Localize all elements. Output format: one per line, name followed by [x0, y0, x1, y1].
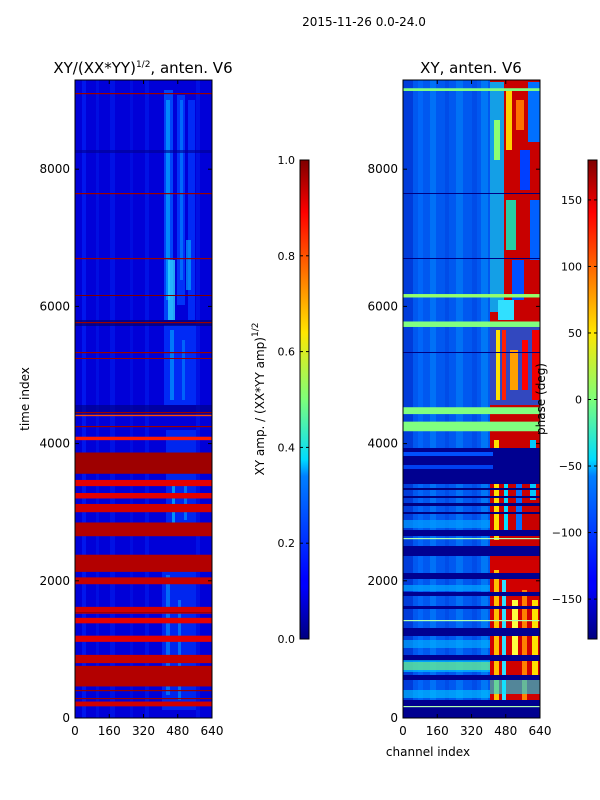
- amplitude-thin-lines: [75, 93, 212, 700]
- amplitude-band: [75, 492, 212, 499]
- amplitude-bands: [75, 414, 212, 707]
- amplitude-x-tick-label: 480: [166, 724, 189, 738]
- amplitude-y-tick-label: 2000: [39, 574, 70, 588]
- amplitude-x-tick-label: 640: [201, 724, 224, 738]
- phase-y-tick-label: 2000: [367, 574, 398, 588]
- amplitude-x-tick-label: 0: [71, 724, 79, 738]
- phase-x-tick-label: 0: [399, 724, 407, 738]
- amplitude-y-label: time index: [18, 367, 32, 431]
- phase-colorbar-ticks: −150 −100 −50 0 50 100 150: [552, 194, 597, 606]
- amplitude-panel: XY/(XX*YY)1/2, anten. V6: [18, 59, 233, 738]
- amplitude-colorbar-tick-label: 0.4: [278, 441, 296, 454]
- phase-colorbar-tick-label: −50: [559, 460, 582, 473]
- phase-y-tick-label: 4000: [367, 437, 398, 451]
- phase-colorbar-tick-label: 150: [561, 194, 582, 207]
- amplitude-y-tick-label: 8000: [39, 162, 70, 176]
- amplitude-y-tick-label: 6000: [39, 299, 70, 313]
- figure-suptitle: 2015-11-26 0.0-24.0: [302, 15, 426, 29]
- amplitude-band: [75, 554, 212, 572]
- amplitude-y-tick-label: 0: [62, 711, 70, 725]
- phase-colorbar-tick-label: 0: [575, 394, 582, 407]
- amplitude-colorbar-ticks: 0.0 0.2 0.4 0.6 0.8 1.0: [278, 154, 309, 646]
- phase-x-tick-label: 640: [529, 724, 552, 738]
- amplitude-panel-title: XY/(XX*YY)1/2, anten. V6: [53, 59, 232, 77]
- amplitude-x-tick-label: 320: [132, 724, 155, 738]
- amplitude-band: [75, 701, 212, 707]
- amplitude-band: [75, 503, 212, 513]
- amplitude-band: [75, 654, 212, 664]
- amplitude-colorbar-label: XY amp. / (XX*YY amp)1/2: [251, 323, 267, 476]
- phase-colorbar-tick-label: −150: [552, 593, 582, 606]
- amplitude-axis-ticks: 0 160 320 480 640 0 2000 4000 6000 8000: [39, 80, 223, 738]
- amplitude-band: [75, 577, 212, 585]
- amplitude-y-tick-label: 4000: [39, 437, 70, 451]
- phase-panel: XY, anten. V6: [367, 59, 551, 759]
- amplitude-band: [75, 414, 212, 417]
- amplitude-x-tick-label: 160: [98, 724, 121, 738]
- amplitude-band: [75, 665, 212, 687]
- phase-colorbar-tick-label: 50: [568, 327, 582, 340]
- amplitude-colorbar-tick-label: 0.8: [278, 250, 296, 263]
- amplitude-band: [75, 452, 212, 474]
- amplitude-colorbar: 0.0 0.2 0.4 0.6 0.8 1.0 XY amp. / (XX*YY amp)…: [251, 154, 310, 646]
- phase-y-tick-label: 8000: [367, 162, 398, 176]
- phase-axis-ticks: 0 160 320 480 640 0 2000 4000 6000 8000: [367, 80, 551, 738]
- phase-colorbar-tick-label: 100: [561, 260, 582, 273]
- amplitude-colorbar-tick-label: 0.2: [278, 537, 296, 550]
- phase-x-label: channel index: [386, 745, 470, 759]
- amplitude-colorbar-gradient: [299, 159, 310, 640]
- phase-panel-title: XY, anten. V6: [420, 59, 522, 77]
- amplitude-colorbar-tick-label: 0.0: [278, 633, 296, 646]
- phase-x-tick-label: 160: [426, 724, 449, 738]
- amplitude-colorbar-tick-label: 1.0: [278, 154, 296, 167]
- phase-x-tick-label: 320: [460, 724, 483, 738]
- phase-band: [403, 421, 540, 432]
- phase-band: [403, 407, 540, 415]
- amplitude-colorbar-tick-label: 0.6: [278, 346, 296, 359]
- phase-band: [403, 294, 540, 298]
- amplitude-band: [75, 479, 212, 487]
- phase-y-tick-label: 0: [390, 711, 398, 725]
- phase-x-tick-label: 480: [494, 724, 517, 738]
- phase-band: [403, 88, 540, 91]
- amplitude-band: [75, 436, 212, 441]
- phase-texture: [403, 80, 540, 718]
- phase-thin-lines: [403, 193, 540, 708]
- phase-band: [403, 321, 540, 327]
- amplitude-band: [75, 522, 212, 537]
- phase-bands: [403, 88, 540, 432]
- amplitude-band: [75, 606, 212, 614]
- amplitude-band: [75, 617, 212, 624]
- phase-colorbar-label: phase (deg): [534, 363, 548, 435]
- phase-y-tick-label: 6000: [367, 299, 398, 313]
- amplitude-band: [75, 635, 212, 642]
- phase-colorbar-tick-label: −100: [552, 527, 582, 540]
- phase-colorbar: −150 −100 −50 0 50 100 150 phase (deg): [534, 159, 598, 640]
